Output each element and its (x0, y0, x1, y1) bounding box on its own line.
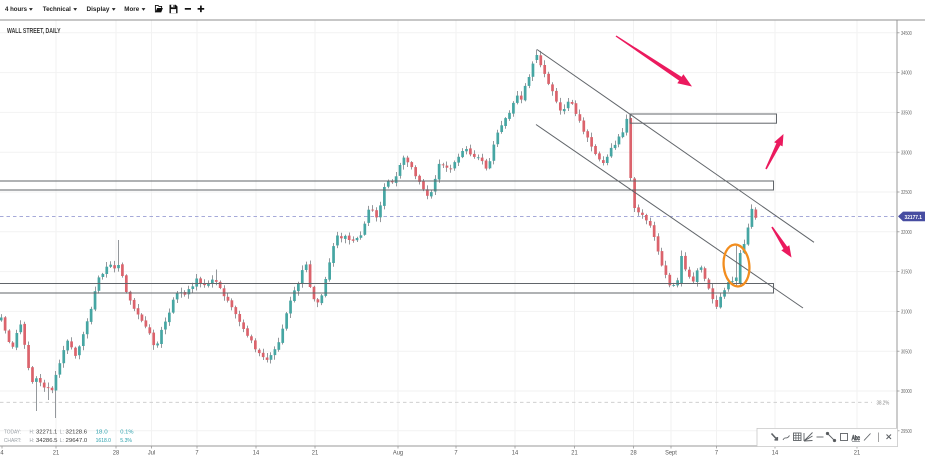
svg-text:Abc: Abc (852, 436, 860, 442)
svg-text:21: 21 (312, 450, 319, 457)
svg-text:L:: L: (60, 429, 64, 435)
svg-text:Aug: Aug (393, 450, 404, 457)
svg-text:L:: L: (60, 438, 64, 444)
svg-text:Display: Display (87, 6, 110, 13)
svg-text:14: 14 (253, 450, 260, 457)
svg-text:21: 21 (53, 450, 60, 457)
svg-text:4 hours: 4 hours (5, 6, 28, 13)
svg-text:21: 21 (854, 450, 861, 457)
svg-text:34500: 34500 (901, 31, 912, 37)
svg-text:32500: 32500 (901, 190, 912, 196)
svg-text:32000: 32000 (901, 230, 912, 236)
svg-text:38.2%: 38.2% (877, 401, 890, 407)
svg-text:28: 28 (630, 450, 637, 457)
svg-text:5.3%: 5.3% (120, 438, 132, 444)
svg-text:30000: 30000 (901, 389, 912, 395)
svg-text:31000: 31000 (901, 310, 912, 316)
svg-text:1618.0: 1618.0 (96, 438, 111, 444)
svg-text:CHART:: CHART: (4, 438, 22, 444)
svg-text:7: 7 (195, 450, 199, 457)
svg-text:28: 28 (113, 450, 120, 457)
svg-text:34286.5: 34286.5 (36, 438, 58, 444)
svg-text:H:: H: (30, 438, 35, 444)
svg-text:14: 14 (512, 450, 519, 457)
svg-text:Jul: Jul (148, 450, 156, 457)
svg-text:7: 7 (454, 450, 458, 457)
svg-text:32271.1: 32271.1 (36, 429, 57, 435)
svg-text:34000: 34000 (901, 71, 912, 77)
svg-text:29647.0: 29647.0 (66, 438, 88, 444)
svg-text:33000: 33000 (901, 150, 912, 156)
svg-text:18.0: 18.0 (96, 429, 108, 435)
svg-text:TODAY:: TODAY: (4, 429, 21, 435)
svg-text:31500: 31500 (901, 270, 912, 276)
svg-text:33500: 33500 (901, 111, 912, 117)
svg-text:32177.1: 32177.1 (905, 215, 923, 221)
svg-text:Technical: Technical (43, 6, 71, 13)
svg-text:0.1%: 0.1% (120, 429, 133, 435)
svg-text:H:: H: (30, 429, 35, 435)
svg-text:4: 4 (0, 450, 4, 457)
svg-text:7: 7 (715, 450, 719, 457)
svg-text:Sept: Sept (665, 450, 677, 457)
svg-text:21: 21 (571, 450, 578, 457)
svg-text:More: More (124, 6, 139, 13)
svg-text:30500: 30500 (901, 349, 912, 355)
svg-text:32128.6: 32128.6 (66, 429, 88, 435)
svg-text:14: 14 (772, 450, 779, 457)
svg-text:WALL STREET, DAILY: WALL STREET, DAILY (7, 28, 61, 35)
svg-text:29500: 29500 (901, 429, 912, 435)
